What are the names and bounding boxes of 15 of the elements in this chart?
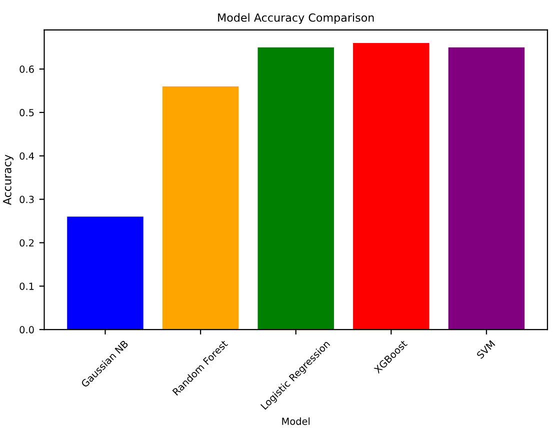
y-axis-title: Accuracy bbox=[3, 154, 14, 206]
bar bbox=[258, 47, 334, 330]
y-tick-label: 0.0 bbox=[20, 326, 34, 334]
bar bbox=[448, 47, 525, 330]
bar bbox=[162, 86, 239, 330]
bar bbox=[353, 42, 430, 330]
x-axis-title: Model bbox=[282, 417, 310, 425]
y-tick-label: 0.1 bbox=[20, 282, 34, 290]
bar bbox=[67, 216, 144, 330]
y-tick-label: 0.4 bbox=[20, 152, 34, 160]
y-tick-label: 0.6 bbox=[20, 66, 34, 73]
y-tick-label: 0.3 bbox=[20, 196, 34, 204]
y-tick-label: 0.5 bbox=[20, 108, 34, 116]
y-tick-label: 0.2 bbox=[20, 239, 34, 247]
chart-title: Model Accuracy Comparison bbox=[218, 13, 374, 24]
